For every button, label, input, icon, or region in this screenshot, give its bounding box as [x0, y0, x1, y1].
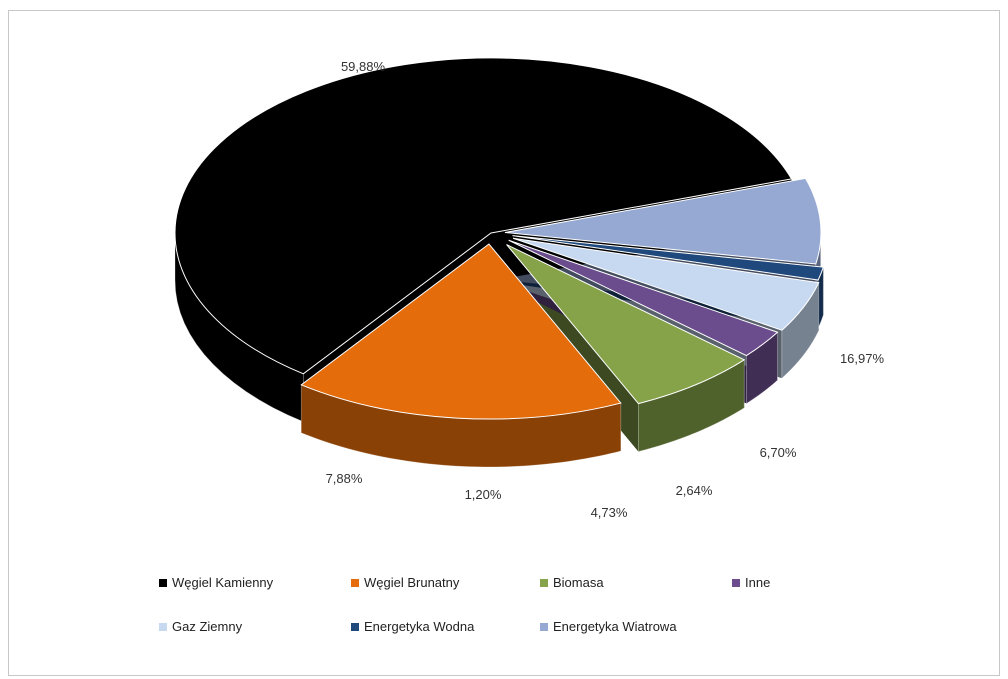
data-label: 2,64% — [676, 483, 713, 498]
legend-item-biomasa: Biomasa — [540, 575, 604, 590]
legend-label: Węgiel Kamienny — [172, 575, 274, 590]
legend-item-wegiel-kamienny: Węgiel Kamienny — [159, 575, 273, 590]
pie-chart: 59,88% 16,97% 6,70% 2,64% 4,73% 1,20% 7,88% — [174, 57, 885, 520]
legend-label: Gaz Ziemny — [172, 619, 243, 634]
legend-swatch — [159, 578, 167, 587]
chart-frame: 59,88% 16,97% 6,70% 2,64% 4,73% 1,20% 7,88% Wę… — [8, 10, 1000, 676]
legend-item-gaz-ziemny: Gaz Ziemny — [159, 619, 242, 634]
legend-swatch — [540, 578, 548, 587]
data-label: 1,20% — [465, 487, 502, 502]
pie-slice — [504, 177, 822, 265]
pie-slice — [506, 244, 746, 405]
legend-swatch — [732, 578, 740, 587]
data-label: 16,97% — [840, 351, 885, 366]
legend-item-energetyka-wiatrowa: Energetyka Wiatrowa — [540, 619, 677, 634]
pie-slice — [512, 237, 820, 331]
legend-label: Energetyka Wiatrowa — [553, 619, 677, 634]
pie-slice — [174, 57, 793, 375]
pie-slice — [508, 239, 779, 357]
legend-item-energetyka-wodna: Energetyka Wodna — [351, 619, 474, 634]
data-label: 59,88% — [341, 59, 386, 74]
data-label: 7,88% — [326, 471, 363, 486]
pie-slice — [512, 235, 824, 281]
legend-label: Węgiel Brunatny — [364, 575, 460, 590]
legend-swatch — [540, 622, 548, 631]
pie-labels: 59,88% 16,97% 6,70% 2,64% 4,73% 1,20% 7,88% — [326, 59, 885, 520]
pie-slice — [300, 243, 622, 420]
legend-swatch — [159, 622, 167, 631]
legend-label: Energetyka Wodna — [364, 619, 475, 634]
legend-label: Inne — [745, 575, 771, 590]
pie-tops — [174, 57, 824, 420]
legend-swatch — [351, 622, 359, 631]
data-label: 6,70% — [760, 445, 797, 460]
legend: Węgiel Kamienny Węgiel Brunatny Biomasa … — [9, 11, 999, 675]
legend-label: Biomasa — [553, 575, 604, 590]
legend-swatch — [351, 578, 359, 587]
legend-item-inne: Inne — [732, 575, 770, 590]
legend-item-wegiel-brunatny: Węgiel Brunatny — [351, 575, 459, 590]
data-label: 4,73% — [591, 505, 628, 520]
